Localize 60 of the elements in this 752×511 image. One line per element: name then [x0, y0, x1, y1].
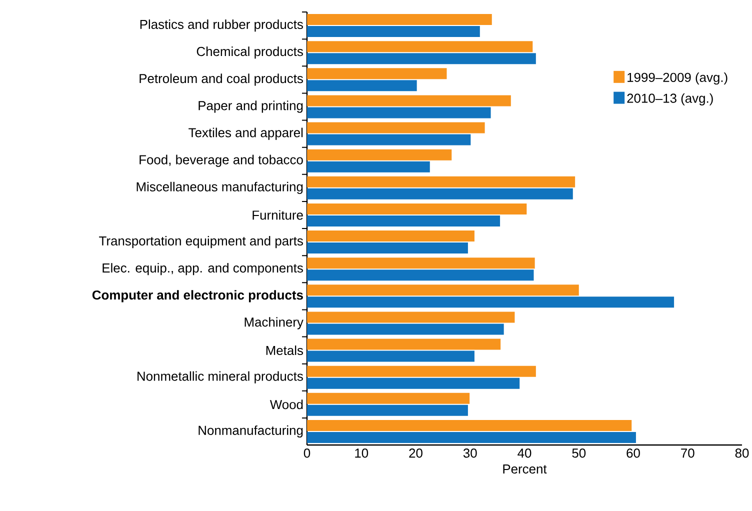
- bar: [307, 122, 485, 134]
- legend-label: 1999–2009 (avg.): [628, 72, 728, 85]
- bar: [307, 284, 579, 296]
- bar: [307, 95, 511, 106]
- x-tick-label: 30: [463, 448, 477, 458]
- bar: [307, 203, 527, 214]
- x-tick-label: 50: [572, 448, 586, 458]
- bar: [307, 230, 474, 242]
- bar: [307, 14, 492, 26]
- bar: [307, 149, 452, 160]
- y-tick-label: Paper and printing: [198, 100, 303, 113]
- x-tick-label: 60: [626, 448, 640, 458]
- bar: [307, 188, 573, 200]
- y-tick-label: Furniture: [252, 210, 303, 220]
- y-tick-label: Food, beverage and tobacco: [140, 154, 303, 167]
- bar: [307, 270, 534, 281]
- bar: [307, 378, 520, 389]
- y-tick-label: Miscellaneous manufacturing: [136, 182, 303, 194]
- bar: [307, 41, 533, 52]
- y-tick-label: Metals: [266, 346, 304, 356]
- bar: [307, 420, 632, 431]
- bar: [307, 161, 430, 172]
- bar: [307, 366, 536, 377]
- bar: [307, 26, 480, 38]
- y-tick-label: Nonmetallic mineral products: [138, 371, 303, 384]
- bar: [307, 176, 576, 188]
- bar: [307, 134, 471, 146]
- x-axis-title: Percent: [503, 464, 547, 474]
- bar: [307, 242, 468, 254]
- bar: [307, 432, 636, 443]
- y-tick-label: Elec. equip., app. and components: [102, 263, 303, 276]
- x-tick-label: 80: [735, 448, 749, 458]
- y-tick-label: Machinery: [244, 317, 304, 330]
- x-tick-label: 10: [355, 448, 368, 458]
- y-tick-label: Plastics and rubber products: [140, 19, 303, 32]
- bar: [307, 404, 468, 416]
- x-tick-label: 70: [681, 448, 694, 458]
- bar: [307, 392, 470, 404]
- bar: [307, 324, 504, 335]
- bar: [307, 296, 674, 308]
- bar: [307, 107, 491, 118]
- y-tick-label: Nonmanufacturing: [198, 425, 303, 438]
- x-tick-label: 20: [409, 448, 422, 458]
- bar: [307, 350, 474, 362]
- y-tick-label: Textiles and apparel: [188, 128, 303, 140]
- bar: [307, 338, 501, 350]
- bar: [307, 312, 515, 323]
- bar: [307, 80, 417, 92]
- legend-label: 2010–13 (avg.): [627, 93, 713, 106]
- y-tick-label: Computer and electronic products: [92, 290, 303, 302]
- x-tick-label: 0: [304, 448, 310, 458]
- y-tick-label: Petroleum and coal products: [140, 74, 303, 86]
- bar: [307, 258, 535, 269]
- bar: [307, 53, 536, 64]
- bar: [307, 215, 500, 226]
- y-tick-label: Chemical products: [196, 46, 303, 59]
- x-tick-label: 40: [518, 448, 532, 458]
- bar: [307, 68, 447, 80]
- y-tick-label: Transportation equipment and parts: [99, 236, 303, 248]
- y-tick-label: Wood: [270, 400, 303, 410]
